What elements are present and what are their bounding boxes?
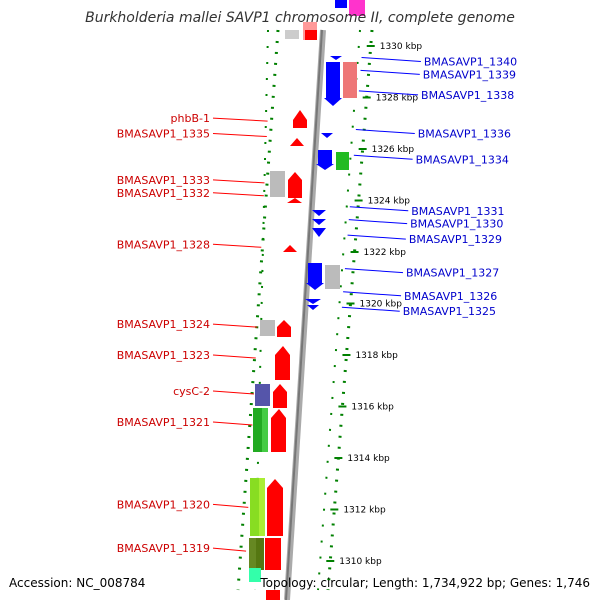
gene-label-forward: BMASAVP1_1324 (117, 318, 210, 331)
gene-label-reverse: BMASAVP1_1326 (404, 290, 497, 303)
gene-label-forward-leader (212, 390, 254, 395)
ruler-tick-label: 1310 kbp (339, 557, 382, 567)
feature-bmasavp1-1339 (324, 62, 357, 106)
gene-label-forward-leader (212, 354, 256, 359)
gene-label-reverse: BMASAVP1_1334 (416, 153, 509, 166)
gene-label-reverse-leader (347, 234, 406, 240)
map-title: Burkholderia mallei SAVP1 chromosome II,… (85, 10, 515, 26)
gene-label-forward-leader (212, 323, 258, 328)
feature-bmasavp1-1332 (270, 171, 302, 203)
feature-bmasavp1-1321 (253, 408, 286, 452)
gene-label-forward-leader (212, 547, 247, 552)
ruler-tick-label: 1312 kbp (343, 506, 386, 516)
gene-label-forward: BMASAVP1_1333 (117, 174, 210, 187)
gene-label-reverse: BMASAVP1_1331 (411, 205, 504, 218)
feature-bmasavp1-1334 (316, 150, 349, 170)
gene-label-forward-leader (212, 503, 249, 508)
gene-label-reverse-leader (360, 69, 420, 75)
ruler-tick-label: 1316 kbp (351, 403, 394, 413)
gene-label-forward: BMASAVP1_1323 (117, 349, 210, 362)
gene-label-forward: BMASAVP1_1321 (117, 416, 210, 429)
gene-label-reverse: BMASAVP1_1330 (410, 218, 503, 231)
gene-label-reverse-leader (341, 306, 400, 312)
ruler-ticks: 1330 kbp 1328 kbp 1326 kbp 1324 kbp 1322 kbp… (326, 42, 422, 567)
feature-bmasavp1-1331 (312, 210, 326, 237)
gene-label-reverse-leader (353, 154, 413, 160)
gene-label-reverse: BMASAVP1_1340 (424, 55, 517, 68)
gene-label-forward-leader (212, 117, 268, 122)
gene-label-forward-leader (212, 243, 262, 248)
gene-label-forward: cysC-2 (173, 385, 210, 398)
feature-top-blue (335, 0, 347, 8)
ruler-tick-label: 1324 kbp (368, 197, 411, 207)
feature-bmasavp1-1327 (306, 263, 340, 290)
gene-label-forward-leader (212, 133, 267, 138)
forward-gene-labels: phbB-1BMASAVP1_1335BMASAVP1_1333BMASAVP1… (117, 112, 268, 555)
gene-label-reverse-leader (348, 219, 408, 225)
gene-label-forward: phbB-1 (171, 112, 210, 125)
gene-label-forward: BMASAVP1_1319 (117, 542, 210, 555)
ruler-tick-label: 1318 kbp (355, 351, 398, 361)
gene-label-forward-leader (212, 421, 253, 426)
gene-label-forward: BMASAVP1_1332 (117, 187, 210, 200)
gene-label-forward-leader (212, 192, 264, 197)
feature-bmasavp1-1323 (275, 346, 290, 380)
feature-bmasavp1-1320 (250, 478, 283, 536)
gene-label-reverse: BMASAVP1_1336 (418, 128, 511, 141)
gene-label-reverse: BMASAVP1_1339 (423, 68, 516, 81)
gene-label-reverse-leader (349, 206, 409, 212)
feature-bmasavp1-1326 (305, 299, 321, 310)
feature-bmasavp1-1340 (330, 56, 342, 60)
ruler-tick-label: 1314 kbp (347, 454, 390, 464)
feature-bmasavp1-1319 (249, 538, 281, 600)
feature-bmasavp1-1336 (321, 133, 333, 138)
gene-label-reverse-leader (358, 90, 419, 96)
gene-label-reverse-leader (355, 129, 415, 135)
feature-top-magenta (349, 0, 365, 16)
ruler-tick-label: 1320 kbp (360, 300, 403, 310)
ruler-tick-label: 1326 kbp (372, 145, 415, 155)
gene-label-reverse: BMASAVP1_1325 (403, 305, 496, 318)
gene-label-forward: BMASAVP1_1335 (117, 128, 210, 141)
gene-label-forward: BMASAVP1_1328 (117, 238, 210, 251)
ruler-tick-label: 1328 kbp (376, 94, 419, 104)
gene-label-reverse: BMASAVP1_1329 (409, 233, 502, 246)
accession-text: Accession: NC_008784 (9, 576, 146, 590)
gene-label-reverse-leader (361, 56, 421, 62)
feature-cysc-2 (255, 384, 287, 408)
gene-label-reverse-leader (344, 268, 404, 274)
gene-label-reverse-leader (343, 291, 402, 297)
feature-bmasavp1-1328 (283, 245, 297, 252)
backbone-highlight (285, 29, 323, 601)
gene-label-reverse: BMASAVP1_1327 (406, 267, 499, 280)
feature-bmasavp1-1335 (290, 110, 307, 146)
feature-top-red (305, 30, 317, 40)
ruler-tick-label: 1322 kbp (364, 248, 407, 258)
gene-label-reverse: BMASAVP1_1338 (421, 89, 514, 102)
ruler-tick-label: 1330 kbp (380, 42, 423, 52)
gene-label-forward-leader (212, 179, 265, 184)
gene-label-forward: BMASAVP1_1320 (117, 498, 210, 511)
feature-bmasavp1-1324 (260, 320, 291, 337)
feature-top-grey (285, 30, 299, 39)
genome-summary-text: Topology: circular; Length: 1,734,922 bp… (260, 576, 590, 590)
